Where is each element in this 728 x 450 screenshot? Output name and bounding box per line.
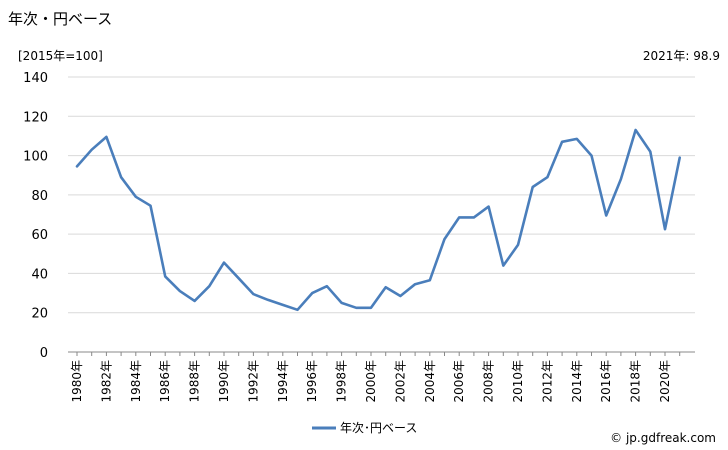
x-tick-label: 2020年: [658, 360, 672, 403]
x-tick-label: 1996年: [305, 360, 319, 403]
x-tick-label: 2002年: [393, 360, 407, 403]
x-tick-label: 1992年: [246, 360, 260, 403]
legend: 年次･円ベース: [312, 421, 417, 435]
x-tick-label: 2008年: [482, 360, 496, 403]
x-tick-label: 2006年: [452, 360, 466, 403]
x-tick-label: 1982年: [99, 360, 113, 403]
y-tick-label: 80: [31, 189, 48, 204]
x-tick-label: 1984年: [129, 360, 143, 403]
x-tick-label: 2004年: [423, 360, 437, 403]
chart-title: 年次・円ベース: [8, 10, 112, 28]
unit-label: [2015年=100]: [18, 49, 103, 63]
series-layer: [75, 128, 682, 312]
credit-text: © jp.gdfreak.com: [610, 431, 716, 445]
y-tick-label: 0: [40, 346, 48, 361]
y-tick-label: 120: [23, 110, 48, 125]
series-line: [75, 128, 682, 312]
x-tick-label: 2012年: [540, 360, 554, 403]
x-tick-label: 2000年: [364, 360, 378, 403]
gridlines: [68, 76, 695, 353]
x-tick-label: 2018年: [629, 360, 643, 403]
x-tick-label: 1998年: [335, 360, 349, 403]
y-tick-label: 40: [31, 267, 48, 282]
x-tick-label: 1988年: [188, 360, 202, 403]
y-axis: 0 20 40 60 80 100 120 140: [23, 71, 48, 361]
x-tick-label: 1986年: [158, 360, 172, 403]
y-tick-label: 60: [31, 228, 48, 243]
x-axis: 1980年 1982年 1984年 1986年 1988年 1990年 1992年 1994年…: [70, 352, 681, 403]
x-tick-label: 1994年: [276, 360, 290, 403]
latest-value-note: 2021年: 98.9: [643, 49, 720, 63]
x-tick-label: 2014年: [570, 360, 584, 403]
x-tick-label: 1990年: [217, 360, 231, 403]
x-tick-label: 2016年: [599, 360, 613, 403]
legend-label: 年次･円ベース: [340, 421, 417, 435]
x-tick-label: 1980年: [70, 360, 84, 403]
y-tick-label: 140: [23, 71, 48, 86]
x-tick-label: 2010年: [511, 360, 525, 403]
y-tick-label: 100: [23, 150, 48, 165]
y-tick-label: 20: [31, 307, 48, 322]
